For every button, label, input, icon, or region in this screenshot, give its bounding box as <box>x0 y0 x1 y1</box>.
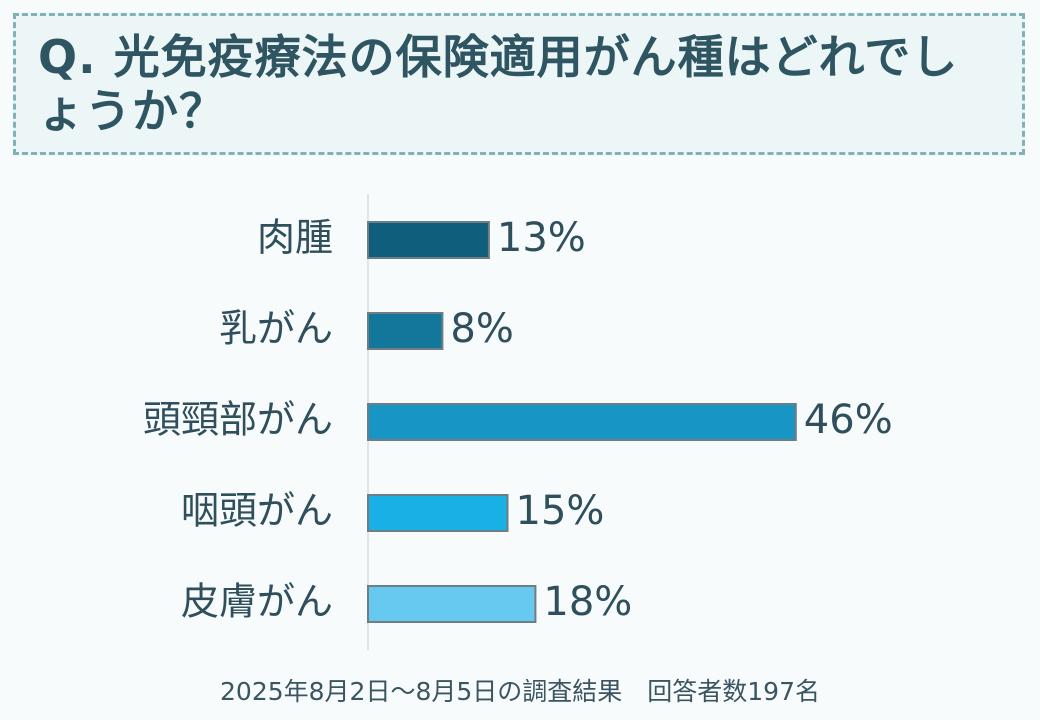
question-box: Q. 光免疫療法の保険適用がん種はどれでしょうか？ <box>13 13 1025 155</box>
bar <box>367 403 797 441</box>
value-label: 46% <box>804 397 893 443</box>
category-label: 皮膚がん <box>181 580 333 624</box>
question-text: Q. 光免疫療法の保険適用がん種はどれでしょうか？ <box>38 30 959 138</box>
bar <box>367 221 490 259</box>
value-label: 18% <box>543 579 632 625</box>
category-label: 肉腫 <box>257 216 333 260</box>
bar <box>367 585 537 623</box>
category-label: 頭頸部がん <box>143 398 333 442</box>
bars-layer: 肉腫 13% 乳がん 8% 頭頸部がん 46% 咽頭がん 15% 皮膚がん 18% <box>143 215 893 625</box>
bar <box>367 312 444 350</box>
category-label: 乳がん <box>219 307 333 351</box>
value-label: 13% <box>497 215 586 261</box>
value-label: 15% <box>516 488 605 534</box>
value-label: 8% <box>450 306 513 352</box>
category-label: 咽頭がん <box>181 489 333 533</box>
survey-footnote: 2025年8月2日～8月5日の調査結果 回答者数197名 <box>220 677 820 706</box>
bar <box>367 494 509 532</box>
